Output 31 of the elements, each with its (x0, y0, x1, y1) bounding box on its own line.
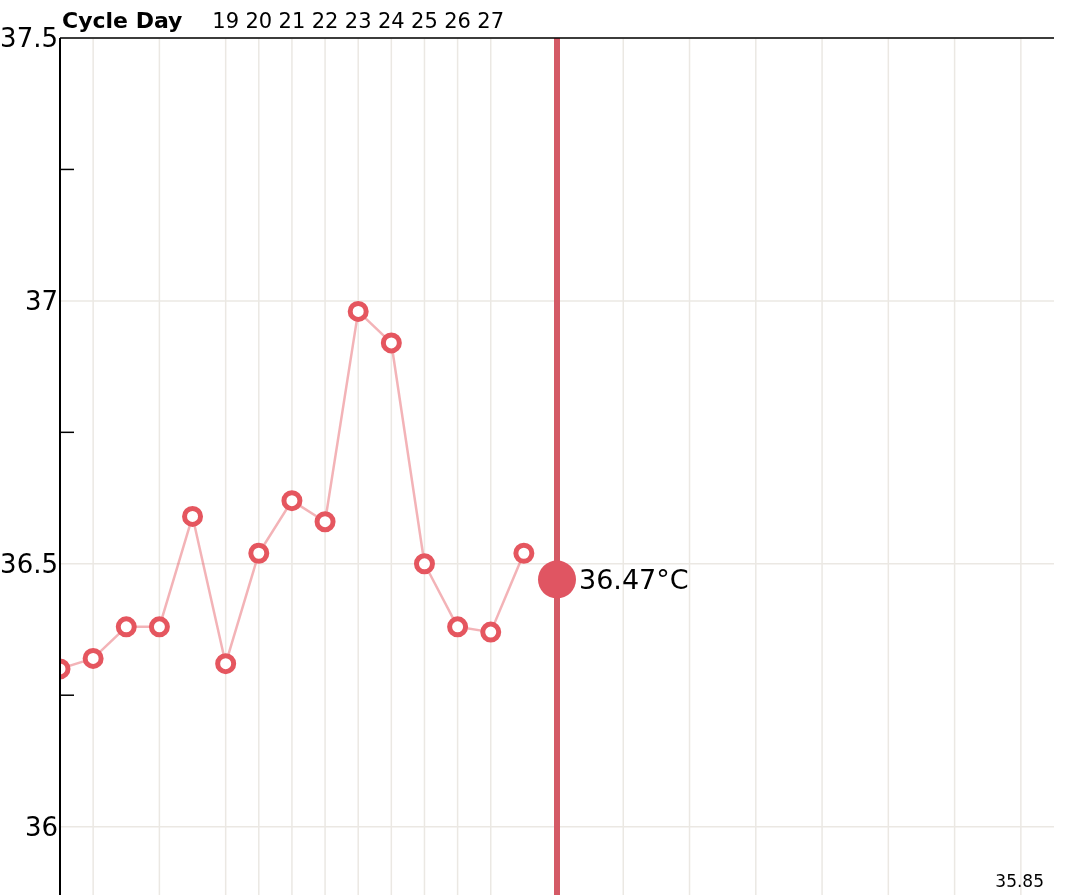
point (513, 542, 535, 564)
y-tick-label: 37.5 (0, 23, 58, 54)
point (148, 616, 170, 638)
point (182, 505, 204, 527)
x-tick-label: 25 (411, 9, 438, 33)
y-tick-label: 36.5 (0, 548, 58, 579)
x-tick-label: 21 (278, 9, 306, 33)
point (380, 332, 402, 354)
point (347, 300, 369, 322)
point (538, 560, 576, 599)
annotation: 35.85 (995, 871, 1044, 891)
point (447, 616, 469, 638)
point (115, 616, 137, 638)
point (82, 647, 104, 669)
point (248, 542, 270, 564)
point (281, 490, 303, 512)
y-tick-label: 36 (24, 811, 58, 842)
point (314, 511, 336, 533)
y-tick-label: 37 (24, 285, 58, 316)
x-tick-label: 24 (377, 9, 405, 33)
x-tick-label: 20 (245, 9, 273, 33)
point (480, 621, 502, 643)
point (413, 553, 435, 575)
x-tick-label: 23 (344, 9, 372, 33)
x-axis-title: Cycle Day (62, 8, 183, 33)
x-tick-label: 19 (212, 9, 240, 33)
x-tick-label: 22 (311, 9, 339, 33)
x-tick-label: 26 (444, 9, 471, 33)
point (215, 653, 237, 675)
x-tick-label: 27 (477, 9, 505, 33)
data-label: 36.47°C (579, 563, 689, 595)
